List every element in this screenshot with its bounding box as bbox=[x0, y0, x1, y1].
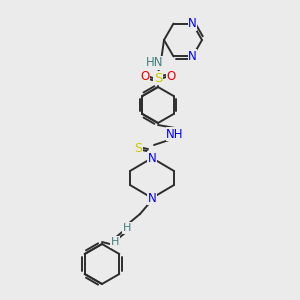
Text: N: N bbox=[188, 17, 197, 30]
Text: O: O bbox=[140, 70, 150, 83]
Text: S: S bbox=[134, 142, 142, 154]
Text: NH: NH bbox=[166, 128, 184, 140]
Text: N: N bbox=[148, 191, 156, 205]
Text: N: N bbox=[188, 50, 197, 63]
Text: N: N bbox=[148, 152, 156, 164]
Text: HN: HN bbox=[146, 56, 164, 70]
Text: S: S bbox=[154, 71, 162, 85]
Text: O: O bbox=[167, 70, 176, 83]
Text: H: H bbox=[123, 223, 131, 233]
Text: H: H bbox=[111, 237, 119, 247]
